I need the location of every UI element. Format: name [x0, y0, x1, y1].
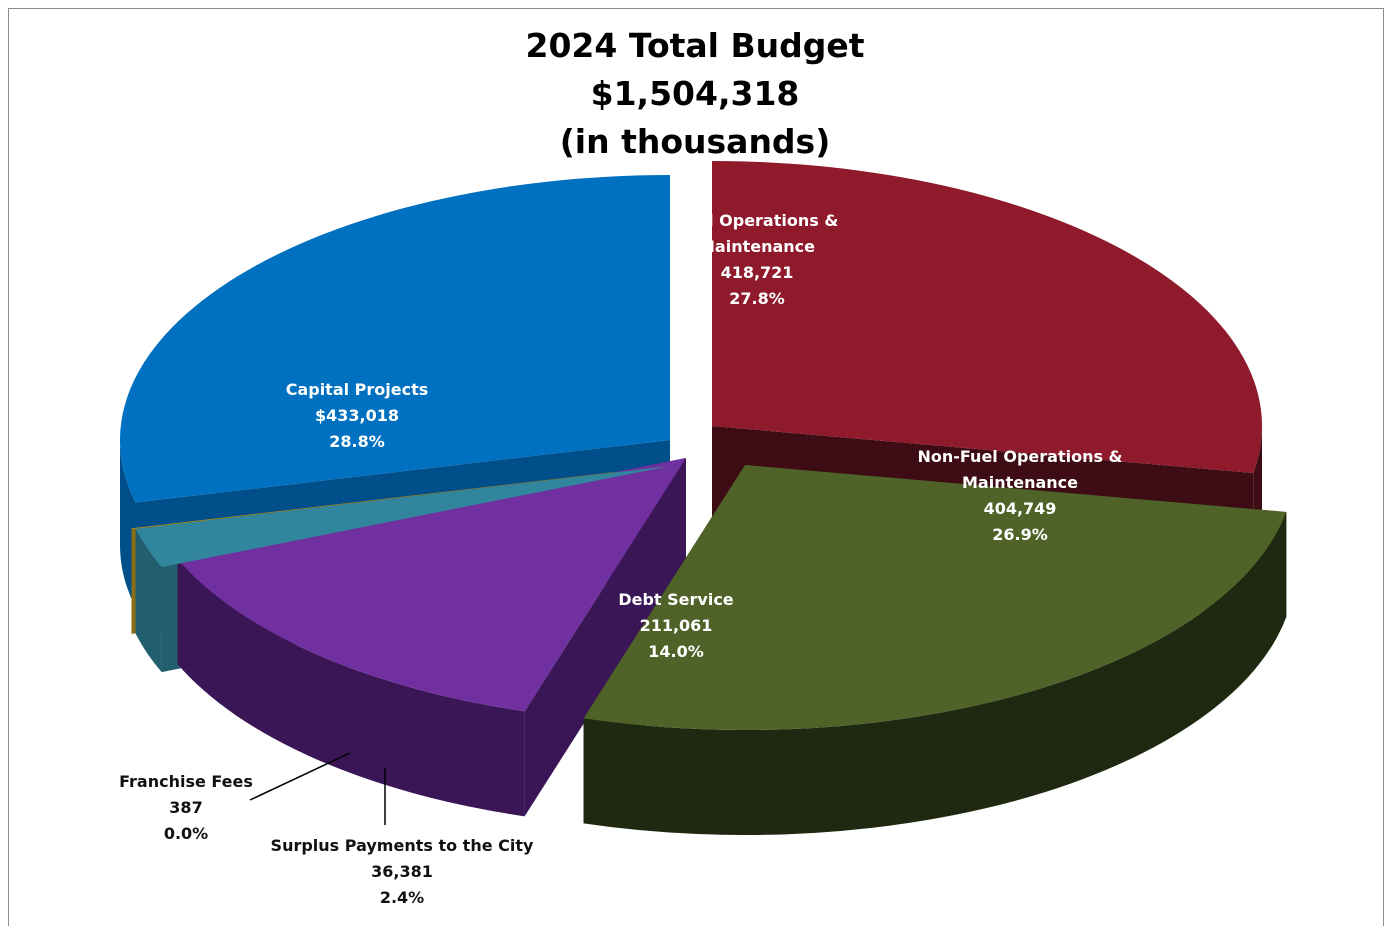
slice-1-top — [583, 465, 1287, 730]
slice-labels: Fuel Operations & Maintenance 418,721 27.8%… — [119, 211, 1122, 907]
slice-5-top — [119, 175, 671, 503]
slice-label-1-line-3: 26.9% — [992, 525, 1048, 544]
slice-label-4-line-0: Franchise Fees — [119, 772, 253, 791]
slice-label-5: Capital Projects $433,018 28.8% — [286, 380, 429, 451]
slice-label-4-line-2: 0.0% — [164, 824, 208, 843]
slice-label-3-line-0: Surplus Payments to the City — [271, 836, 534, 855]
slice-label-2-line-2: 14.0% — [648, 642, 704, 661]
slice-label-3: Surplus Payments to the City 36,381 2.4% — [271, 836, 534, 907]
slice-label-0-line-3: 27.8% — [729, 289, 785, 308]
slice-label-4: Franchise Fees 387 0.0% — [119, 772, 253, 843]
leader-line-4 — [249, 752, 351, 801]
slice-2-top — [177, 458, 686, 712]
slice-label-5-line-0: Capital Projects — [286, 380, 429, 399]
slice-1-outer-side — [583, 511, 1287, 835]
slice-label-1: Non-Fuel Operations & Maintenance 404,749 2… — [918, 447, 1123, 544]
slice-label-1-line-2: 404,749 — [984, 499, 1057, 518]
slice-label-1-line-1: Maintenance — [962, 473, 1078, 492]
slice-label-0-line-1: Maintenance — [699, 237, 815, 256]
slice-label-5-line-1: $433,018 — [315, 406, 399, 425]
chart-subtitle-total: $1,504,318 — [590, 74, 800, 113]
slice-3-top — [135, 466, 670, 568]
slice-label-0-line-0: Fuel Operations & — [676, 211, 839, 230]
slice-label-2: Debt Service 211,061 14.0% — [618, 590, 733, 661]
slice-label-0: Fuel Operations & Maintenance 418,721 27.8% — [676, 211, 839, 308]
slice-4-top — [131, 466, 667, 529]
slice-label-3-line-2: 2.4% — [380, 888, 424, 907]
slice-label-0-line-2: 418,721 — [721, 263, 794, 282]
slice-2-outer-side — [177, 559, 525, 817]
slice-label-3-line-1: 36,381 — [371, 862, 433, 881]
chart-subtitle-units: (in thousands) — [559, 122, 831, 161]
leader-lines — [249, 752, 386, 825]
slice-label-5-line-2: 28.8% — [329, 432, 385, 451]
slice-label-4-line-1: 387 — [169, 798, 202, 817]
chart-title: 2024 Total Budget — [525, 26, 865, 65]
pie-tops — [119, 161, 1287, 730]
slice-label-2-line-1: 211,061 — [640, 616, 713, 635]
chart-title-block: 2024 Total Budget $1,504,318 (in thousan… — [395, 22, 995, 166]
slice-0-top — [712, 161, 1262, 473]
slice-label-1-line-0: Non-Fuel Operations & — [918, 447, 1123, 466]
slice-label-2-line-0: Debt Service — [618, 590, 733, 609]
